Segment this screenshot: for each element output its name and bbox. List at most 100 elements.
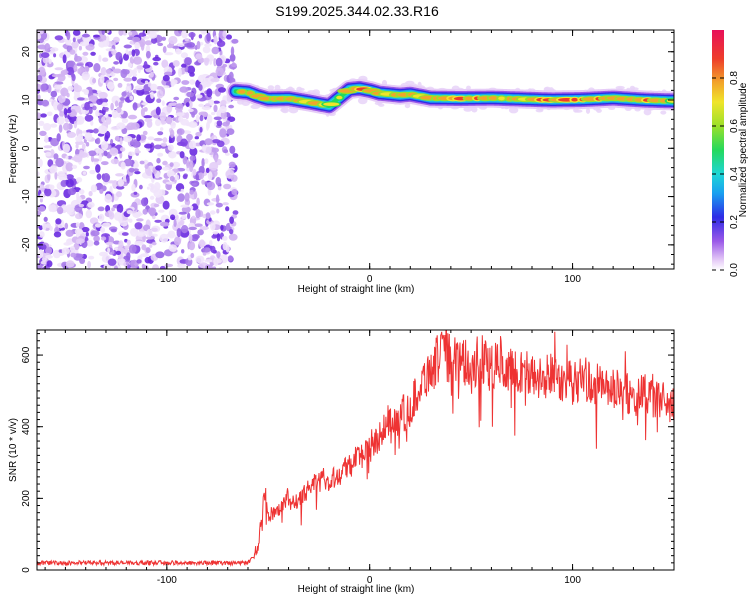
noise-blob xyxy=(132,73,138,77)
noise-blob xyxy=(84,132,93,141)
colorbar-label: Normalized spectral amplitude xyxy=(738,82,749,217)
noise-blob xyxy=(187,212,191,220)
noise-blob xyxy=(127,151,135,157)
noise-blob xyxy=(119,147,126,152)
noise-blob xyxy=(110,228,117,233)
noise-blob xyxy=(88,255,95,260)
noise-blob xyxy=(39,130,47,136)
noise-blob xyxy=(216,251,221,259)
noise-blob xyxy=(202,46,211,54)
noise-blob xyxy=(73,242,80,251)
noise-blob xyxy=(212,231,219,235)
noise-blob xyxy=(133,56,143,65)
noise-blob xyxy=(37,158,43,168)
noise-blob xyxy=(150,83,158,92)
noise-blob xyxy=(223,149,229,154)
noise-blob xyxy=(188,233,193,243)
noise-blob xyxy=(209,240,213,246)
noise-blob xyxy=(94,223,102,228)
noise-blob xyxy=(123,77,133,82)
noise-blob xyxy=(103,263,111,269)
noise-blob xyxy=(199,114,204,122)
noise-blob xyxy=(66,131,76,138)
noise-blob xyxy=(188,32,196,38)
noise-blob xyxy=(74,105,81,113)
noise-blob xyxy=(226,34,232,40)
noise-blob xyxy=(228,104,235,109)
noise-blob xyxy=(144,143,153,149)
snr-plot-frame xyxy=(36,329,675,571)
noise-blob xyxy=(93,235,100,242)
colorbar-ticks: 0.0 0.2 0.4 0.6 0.8 xyxy=(712,71,740,277)
noise-blob xyxy=(85,129,95,134)
noise-blob xyxy=(204,264,213,269)
noise-blob xyxy=(142,159,149,166)
noise-blob xyxy=(186,65,196,74)
noise-blob xyxy=(146,120,153,128)
noise-blob xyxy=(75,213,83,220)
noise-blob xyxy=(47,172,51,181)
noise-blob xyxy=(71,73,75,78)
noise-blob xyxy=(43,145,53,149)
noise-blob xyxy=(101,161,109,166)
noise-blob xyxy=(51,74,61,78)
noise-blob xyxy=(150,227,158,232)
noise-blob xyxy=(115,250,122,255)
noise-blob xyxy=(222,121,230,127)
noise-blob xyxy=(65,178,74,188)
noise-blob xyxy=(44,188,52,197)
noise-blob xyxy=(215,176,222,186)
noise-blob xyxy=(120,161,126,170)
noise-blob xyxy=(136,134,142,142)
noise-blob xyxy=(201,106,211,111)
noise-blob xyxy=(228,71,234,81)
noise-blob xyxy=(105,68,112,74)
colorbar-tick-label: 0.8 xyxy=(729,71,740,85)
noise-blob xyxy=(102,107,109,111)
noise-blob xyxy=(225,244,230,253)
y-tick-label: 0 xyxy=(21,145,32,151)
y-tick-label: 10 xyxy=(21,94,32,106)
noise-blob xyxy=(139,184,143,190)
noise-blob xyxy=(118,30,124,36)
y-tick-label: -20 xyxy=(21,237,32,252)
noise-blob xyxy=(215,57,223,67)
noise-blob xyxy=(133,162,139,168)
noise-blob xyxy=(38,249,44,258)
noise-blob xyxy=(44,134,49,144)
noise-blob xyxy=(181,249,185,254)
noise-blob xyxy=(177,43,185,48)
noise-blob xyxy=(119,137,123,146)
noise-blob xyxy=(213,35,218,45)
noise-blob xyxy=(179,151,185,159)
noise-blob xyxy=(150,91,155,99)
noise-blob xyxy=(145,50,151,59)
noise-blob xyxy=(214,154,218,163)
noise-blob xyxy=(134,222,143,230)
noise-blob xyxy=(206,32,211,42)
noise-blob xyxy=(37,171,40,177)
noise-blob xyxy=(182,174,188,180)
noise-blob xyxy=(149,244,153,248)
noise-blob xyxy=(215,67,224,77)
halo-blob xyxy=(463,106,473,112)
noise-blob xyxy=(232,210,239,216)
noise-blob xyxy=(100,227,106,233)
noise-blob xyxy=(106,81,115,90)
noise-blob xyxy=(90,51,96,56)
noise-blob xyxy=(170,121,176,129)
noise-blob xyxy=(201,158,205,168)
noise-blob xyxy=(195,208,201,219)
noise-blob xyxy=(87,201,95,208)
noise-blob xyxy=(220,224,224,231)
noise-blob xyxy=(48,59,52,64)
noise-blob xyxy=(45,151,52,157)
noise-blob xyxy=(162,200,170,210)
noise-blob xyxy=(110,158,120,165)
y-tick-label: 0 xyxy=(21,567,32,573)
noise-blob xyxy=(195,131,202,137)
noise-blob xyxy=(98,41,106,48)
noise-blob xyxy=(167,230,176,239)
noise-blob xyxy=(118,214,123,224)
